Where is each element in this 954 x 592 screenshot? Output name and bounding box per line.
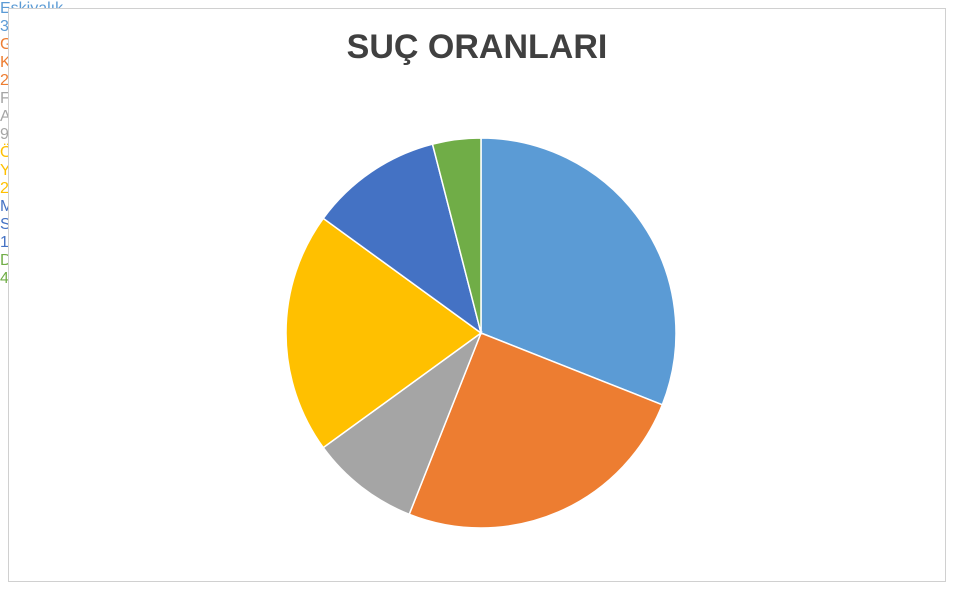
chart-title: SUÇ ORANLARI <box>346 28 608 66</box>
pie-slice <box>431 137 482 334</box>
pie-slice <box>285 217 483 449</box>
pie-slice <box>408 332 664 529</box>
pie-slice <box>480 137 677 406</box>
pie-slice <box>322 330 483 516</box>
pie-slice <box>322 143 483 335</box>
